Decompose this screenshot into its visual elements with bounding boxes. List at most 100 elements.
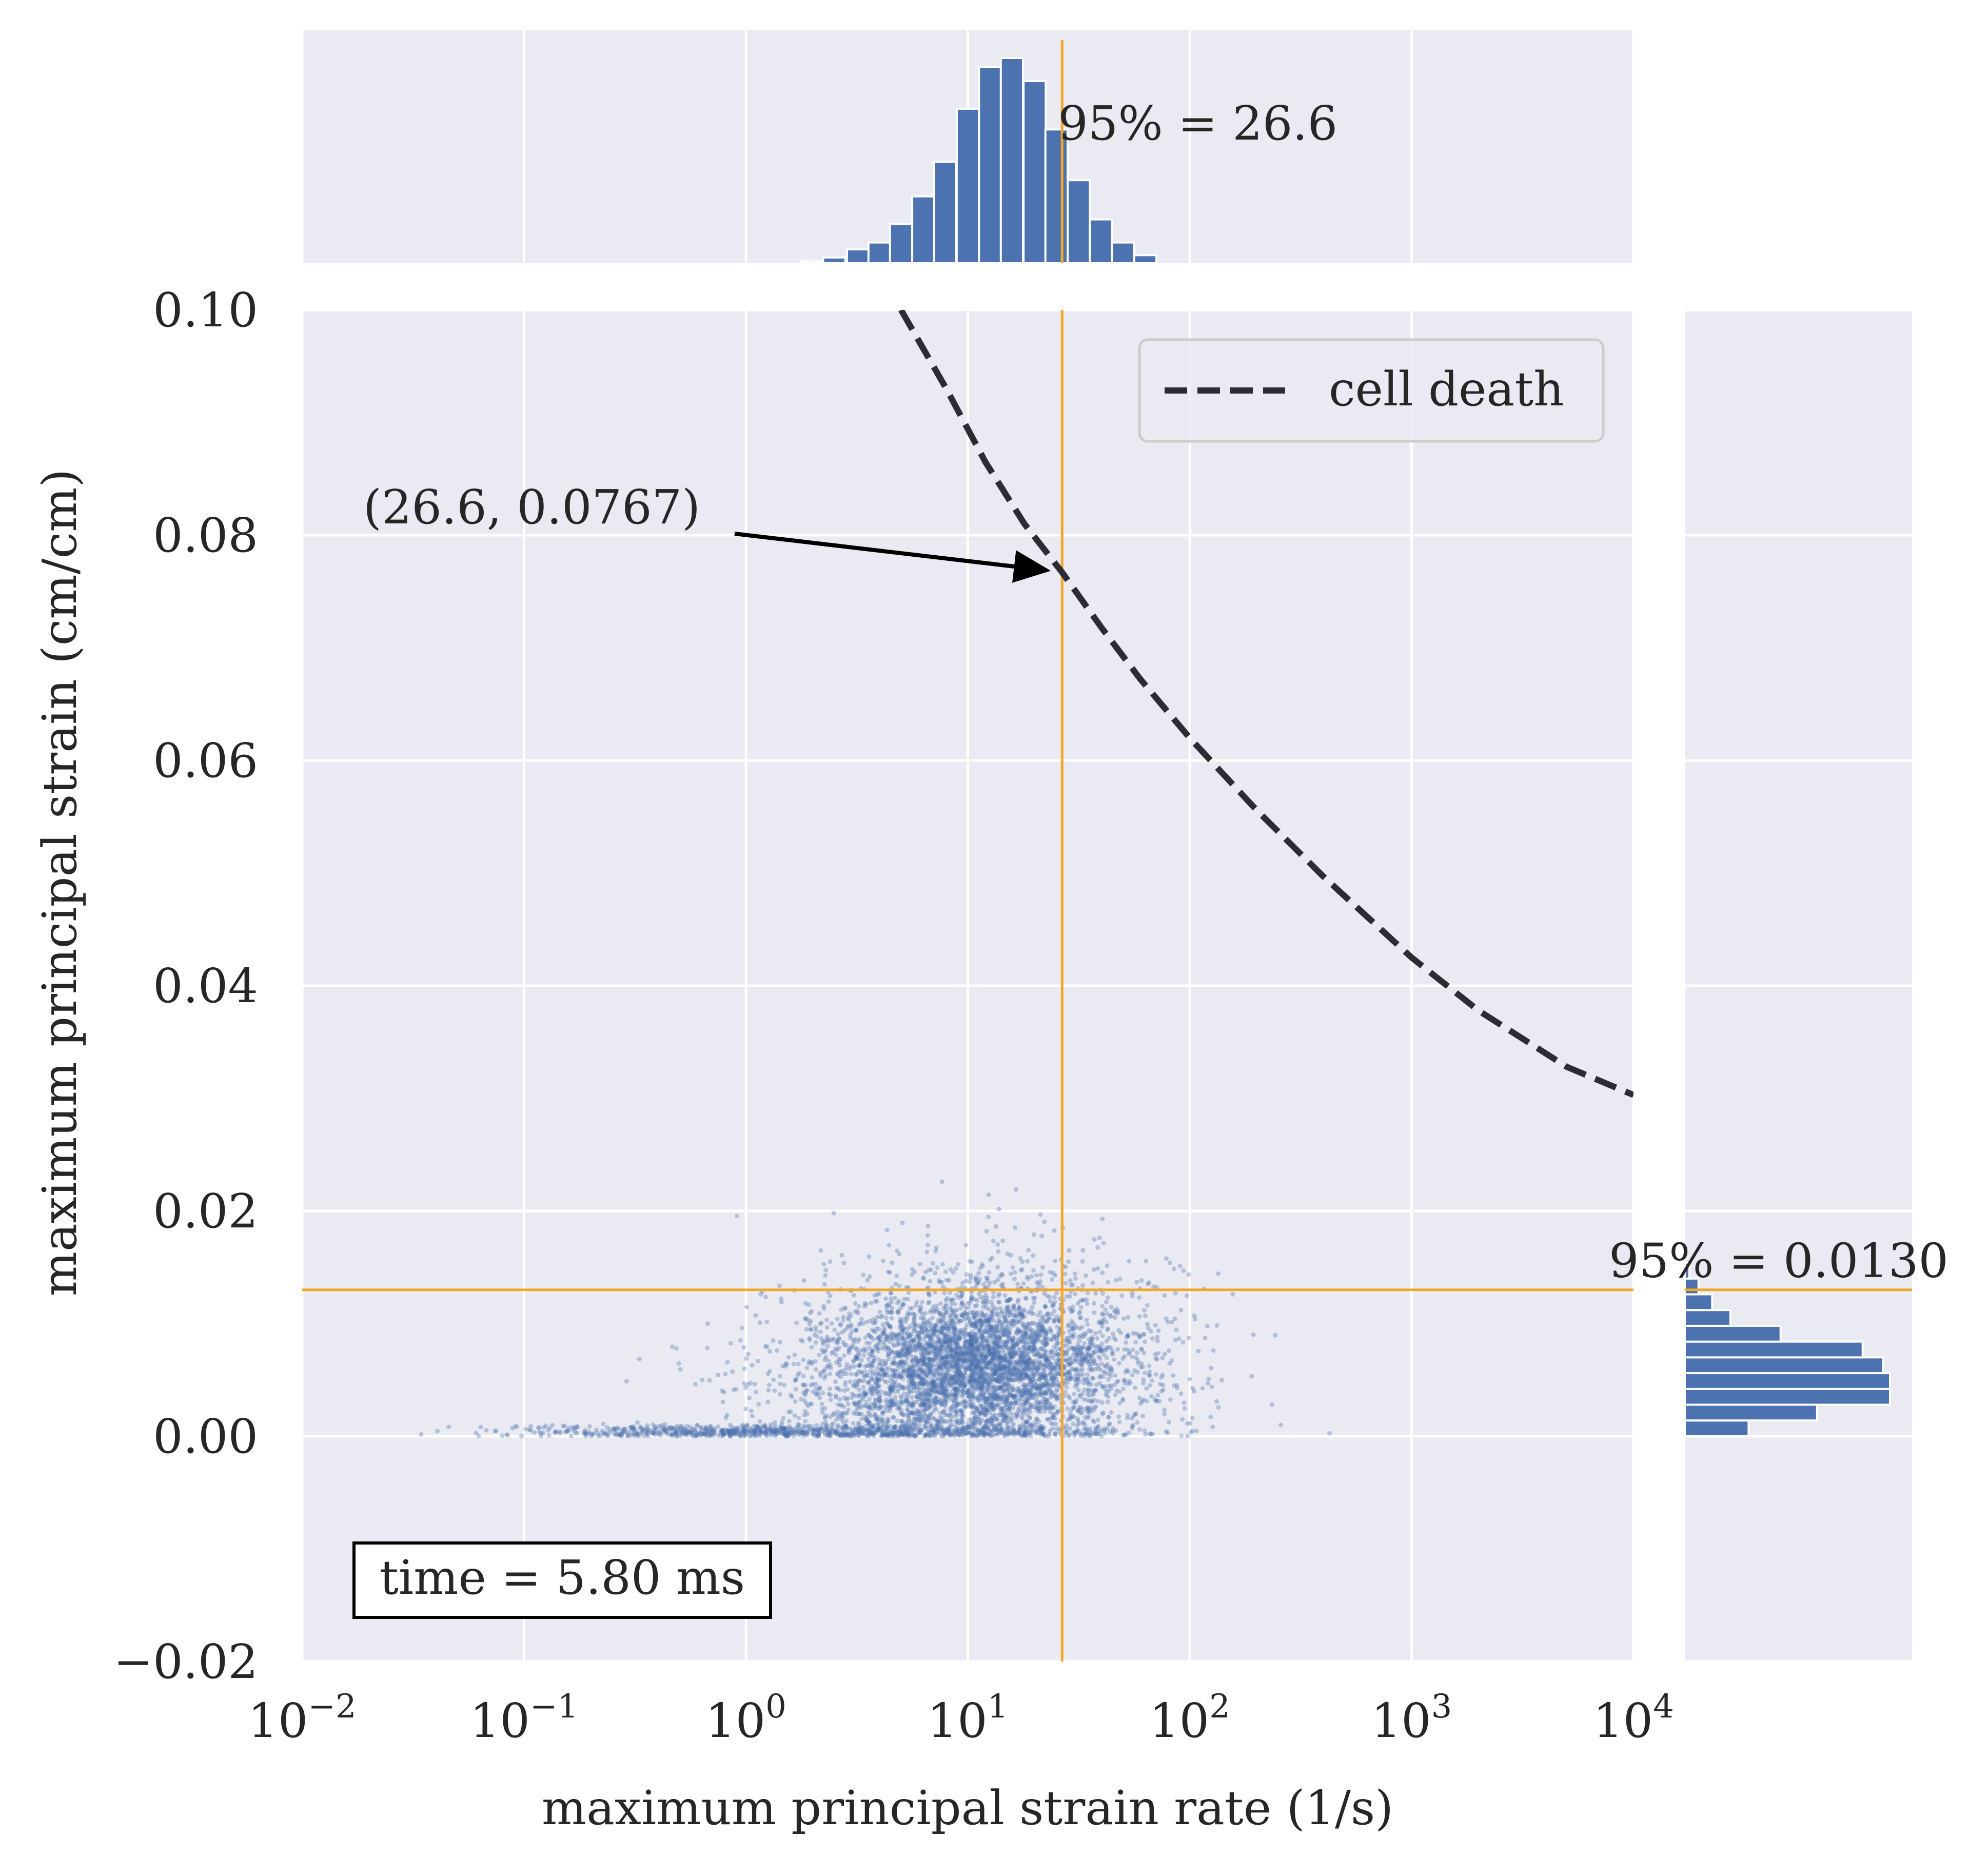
scatter-point — [844, 1411, 850, 1416]
scatter-point — [991, 1413, 996, 1418]
scatter-point — [997, 1396, 1002, 1401]
scatter-point — [977, 1317, 982, 1322]
scatter-point — [960, 1394, 965, 1399]
scatter-point — [809, 1308, 814, 1314]
scatter-point — [988, 1280, 993, 1285]
scatter-point — [1012, 1269, 1017, 1275]
scatter-point — [987, 1374, 992, 1379]
scatter-point — [1112, 1357, 1117, 1362]
scatter-point — [820, 1391, 825, 1396]
scatter-point — [828, 1259, 833, 1264]
scatter-point — [884, 1320, 890, 1325]
scatter-point — [1138, 1365, 1144, 1370]
scatter-point — [976, 1366, 981, 1371]
scatter-point — [983, 1335, 989, 1340]
scatter-point — [1142, 1308, 1147, 1313]
scatter-point — [999, 1323, 1005, 1328]
scatter-point — [1081, 1331, 1087, 1336]
scatter-point — [888, 1335, 893, 1340]
scatter-point — [1054, 1343, 1059, 1347]
scatter-point — [1011, 1359, 1016, 1364]
scatter-point — [772, 1388, 777, 1393]
scatter-point — [1087, 1337, 1092, 1342]
top-hist-bar — [933, 161, 957, 263]
scatter-point — [977, 1318, 982, 1323]
scatter-point — [968, 1338, 973, 1343]
scatter-point — [895, 1248, 899, 1254]
scatter-point — [1008, 1327, 1013, 1332]
scatter-point — [1160, 1382, 1166, 1388]
scatter-point — [1112, 1308, 1117, 1313]
scatter-point — [1018, 1389, 1023, 1393]
scatter-point — [1038, 1318, 1043, 1323]
scatter-point — [873, 1404, 878, 1409]
scatter-point — [970, 1385, 975, 1391]
scatter-point — [910, 1410, 915, 1415]
scatter-point — [1066, 1323, 1070, 1328]
scatter-point — [917, 1429, 922, 1434]
scatter-point — [1036, 1363, 1041, 1368]
scatter-point — [983, 1319, 988, 1324]
scatter-point — [1009, 1376, 1014, 1381]
scatter-point — [1214, 1323, 1219, 1328]
scatter-point — [1072, 1392, 1077, 1397]
scatter-point — [980, 1360, 985, 1365]
scatter-point — [885, 1349, 890, 1354]
scatter-point — [801, 1357, 806, 1362]
scatter-point — [959, 1318, 964, 1323]
scatter-point — [912, 1369, 917, 1374]
scatter-point — [896, 1371, 901, 1376]
scatter-point — [1031, 1348, 1036, 1353]
scatter-point — [1155, 1393, 1160, 1398]
scatter-point — [1013, 1367, 1018, 1373]
scatter-point — [910, 1272, 915, 1277]
scatter-point — [1068, 1294, 1073, 1299]
scatter-point — [958, 1409, 963, 1414]
scatter-point — [1087, 1361, 1092, 1366]
scatter-point — [1011, 1313, 1016, 1318]
scatter-point — [951, 1397, 956, 1402]
scatter-point — [1041, 1383, 1047, 1388]
scatter-point — [940, 1383, 945, 1388]
scatter-point — [1133, 1412, 1138, 1417]
scatter-point — [1116, 1361, 1121, 1366]
scatter-point — [678, 1367, 683, 1372]
scatter-point — [1011, 1345, 1016, 1351]
scatter-point — [888, 1270, 893, 1275]
scatter-point — [1023, 1390, 1028, 1395]
scatter-point — [1052, 1308, 1057, 1314]
scatter-point — [849, 1395, 854, 1400]
scatter-point — [912, 1323, 917, 1328]
scatter-point — [800, 1339, 805, 1344]
scatter-point — [1008, 1310, 1013, 1315]
scatter-point — [903, 1346, 909, 1351]
scatter-point — [883, 1359, 888, 1364]
scatter-point — [1010, 1394, 1015, 1398]
scatter-point — [1159, 1389, 1164, 1394]
scatter-point — [890, 1373, 895, 1378]
scatter-point — [906, 1311, 911, 1316]
scatter-point — [923, 1347, 928, 1352]
scatter-point — [930, 1428, 935, 1433]
scatter-point — [1079, 1363, 1084, 1369]
scatter-point — [927, 1367, 932, 1373]
scatter-point — [1005, 1370, 1010, 1375]
scatter-point — [1045, 1382, 1050, 1387]
scatter-point — [913, 1372, 918, 1377]
scatter-point — [915, 1344, 920, 1349]
scatter-point — [926, 1224, 931, 1229]
scatter-point — [862, 1369, 868, 1374]
scatter-point — [979, 1371, 984, 1376]
scatter-point — [1014, 1373, 1019, 1378]
scatter-point — [1082, 1415, 1088, 1420]
scatter-point — [917, 1335, 922, 1340]
scatter-point — [855, 1355, 860, 1360]
scatter-point — [1143, 1371, 1147, 1375]
scatter-point — [952, 1332, 957, 1337]
scatter-point — [932, 1349, 937, 1354]
scatter-point — [921, 1352, 926, 1357]
scatter-point — [960, 1353, 965, 1358]
scatter-point — [1002, 1363, 1007, 1369]
scatter-point — [978, 1323, 983, 1328]
scatter-point — [892, 1374, 897, 1379]
